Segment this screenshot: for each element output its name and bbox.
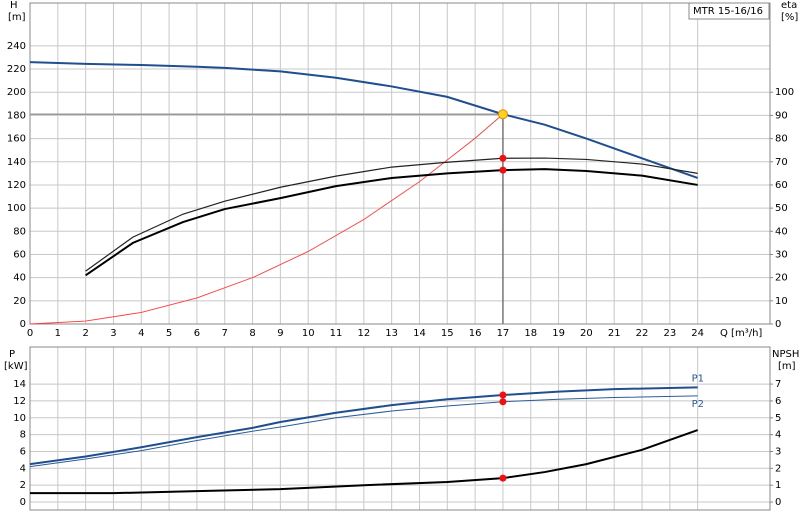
y-tick-label: 80 — [13, 226, 26, 237]
series-line — [29, 395, 698, 468]
x-tick-label: 17 — [497, 328, 510, 339]
x-tick-label: 19 — [552, 328, 565, 339]
y-axis-unit: [m] — [8, 12, 26, 23]
y2-tick-label: 2 — [775, 463, 781, 474]
y2-axis-title: NPSH — [772, 349, 799, 360]
y2-tick-label: 10 — [775, 296, 788, 307]
plot-frame — [29, 346, 771, 511]
y2-tick-label: 90 — [775, 110, 788, 121]
y-tick-label: 180 — [7, 110, 26, 121]
y-tick-label: 8 — [20, 430, 26, 441]
y2-tick-label: 6 — [775, 396, 781, 407]
operating-point — [499, 474, 507, 482]
x-tick-label: 11 — [330, 328, 343, 339]
y2-axis-unit: [m] — [778, 361, 796, 372]
x-tick-label: 20 — [580, 328, 593, 339]
x-tick-label: 10 — [302, 328, 315, 339]
y-tick-label: 6 — [20, 446, 26, 457]
y2-tick-label: 50 — [775, 203, 788, 214]
x-tick-label: 3 — [110, 328, 116, 339]
y2-tick-label: 20 — [775, 273, 788, 284]
y-tick-label: 60 — [13, 249, 26, 260]
x-tick-label: 22 — [636, 328, 649, 339]
y-tick-label: 40 — [13, 273, 26, 284]
x-axis-title: Q [m³/h] — [720, 328, 762, 339]
x-tick-label: 15 — [441, 328, 454, 339]
y2-tick-label: 5 — [775, 413, 781, 424]
plot-frame — [29, 2, 771, 325]
y-axis-unit: [kW] — [4, 361, 28, 372]
x-tick-label: 8 — [249, 328, 255, 339]
y2-axis-unit: [%] — [781, 12, 798, 23]
x-tick-label: 9 — [277, 328, 283, 339]
x-tick-label: 18 — [524, 328, 537, 339]
y-tick-label: 0 — [20, 497, 26, 508]
x-tick-label: 23 — [663, 328, 676, 339]
y2-tick-label: 0 — [775, 497, 781, 508]
y-tick-label: 2 — [20, 480, 26, 491]
operating-point — [499, 166, 507, 174]
x-tick-label: 24 — [691, 328, 704, 339]
y-tick-label: 0 — [20, 319, 26, 330]
chart-title: MTR 15-16/16 — [693, 6, 763, 17]
y2-tick-label: 60 — [775, 180, 788, 191]
y-tick-label: 10 — [13, 413, 26, 424]
series-label: P1 — [692, 373, 704, 384]
y2-tick-label: 40 — [775, 226, 788, 237]
x-tick-label: 5 — [166, 328, 172, 339]
y2-tick-label: 1 — [775, 480, 781, 491]
series-line — [29, 386, 698, 466]
x-tick-label: 21 — [608, 328, 621, 339]
y-tick-label: 4 — [20, 463, 26, 474]
x-tick-label: 14 — [413, 328, 426, 339]
series-line — [85, 157, 698, 272]
title-box — [688, 2, 770, 20]
x-tick-label: 2 — [82, 328, 88, 339]
y-tick-label: 12 — [13, 396, 26, 407]
y2-tick-label: 0 — [775, 319, 781, 330]
y2-tick-label: 30 — [775, 249, 788, 260]
y2-tick-label: 100 — [775, 87, 794, 98]
x-tick-label: 12 — [357, 328, 370, 339]
x-tick-label: 4 — [138, 328, 144, 339]
y2-tick-label: 80 — [775, 134, 788, 145]
y-tick-label: 14 — [13, 379, 26, 390]
operating-point — [499, 391, 507, 399]
series-line — [85, 168, 698, 277]
y-axis-title: H — [10, 0, 18, 11]
y-tick-label: 240 — [7, 41, 26, 52]
series-line — [29, 61, 699, 179]
x-tick-label: 16 — [469, 328, 482, 339]
y-axis-title: P — [9, 349, 15, 360]
y2-tick-label: 70 — [775, 157, 788, 168]
operating-point — [499, 154, 507, 162]
operating-point — [499, 398, 507, 406]
y-tick-label: 120 — [7, 180, 26, 191]
x-tick-label: 1 — [55, 328, 61, 339]
series-label: P2 — [692, 399, 704, 410]
x-tick-label: 13 — [385, 328, 398, 339]
x-tick-label: 0 — [27, 328, 33, 339]
y-tick-label: 200 — [7, 87, 26, 98]
y2-tick-label: 3 — [775, 447, 781, 458]
y2-tick-label: 4 — [775, 430, 781, 441]
duty-point — [497, 109, 508, 120]
x-tick-label: 7 — [222, 328, 228, 339]
series-line — [30, 429, 699, 495]
series-line — [29, 113, 504, 325]
y-tick-label: 100 — [7, 203, 26, 214]
y2-tick-label: 7 — [775, 379, 781, 390]
y-tick-label: 160 — [7, 134, 26, 145]
y-tick-label: 140 — [7, 157, 26, 168]
y-tick-label: 20 — [13, 296, 26, 307]
y2-axis-title: eta — [781, 0, 797, 11]
x-tick-label: 6 — [194, 328, 200, 339]
y-tick-label: 220 — [7, 64, 26, 75]
